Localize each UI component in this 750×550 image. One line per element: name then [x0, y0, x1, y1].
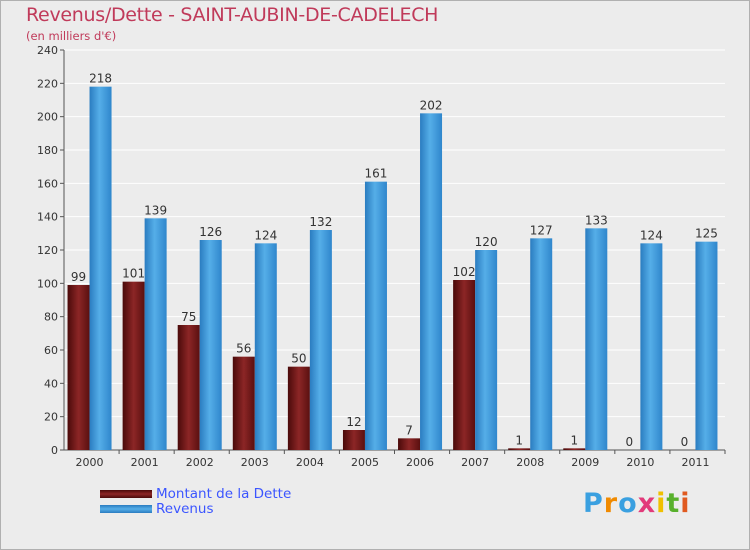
data-label-dette: 56: [236, 342, 251, 356]
x-tick-label: 2006: [406, 456, 434, 469]
bar-revenus: [309, 230, 332, 450]
bar-dette: [122, 281, 145, 450]
bar-dette: [67, 285, 90, 450]
data-label-dette: 101: [122, 267, 145, 281]
bar-revenus: [420, 113, 443, 450]
data-label-dette: 0: [681, 435, 689, 449]
data-label-dette: 12: [346, 415, 361, 429]
chart-subtitle: (en milliers d'€): [26, 29, 117, 43]
bar-dette: [398, 438, 421, 450]
logo-letter: r: [603, 488, 619, 519]
legend-swatch-dette: [100, 490, 152, 498]
x-tick-label: 2007: [461, 456, 489, 469]
data-label-dette: 7: [405, 423, 413, 437]
data-label-revenus: 125: [695, 227, 718, 241]
data-label-revenus: 126: [199, 225, 222, 239]
x-tick-label: 2001: [131, 456, 159, 469]
data-label-revenus: 124: [254, 228, 277, 242]
y-tick-label: 160: [37, 177, 58, 190]
data-label-revenus: 127: [530, 223, 553, 237]
x-tick-label: 2008: [516, 456, 544, 469]
data-label-revenus: 120: [475, 235, 498, 249]
bar-dette: [508, 448, 531, 450]
data-label-revenus: 132: [309, 215, 332, 229]
bar-dette: [177, 325, 200, 450]
x-tick-label: 2009: [571, 456, 599, 469]
bar-revenus: [364, 181, 387, 450]
y-tick-label: 120: [37, 244, 58, 257]
x-tick-label: 2000: [76, 456, 104, 469]
bar-dette: [453, 280, 476, 450]
data-label-revenus: 133: [585, 213, 608, 227]
bar-dette: [287, 366, 310, 450]
data-label-revenus: 202: [420, 98, 443, 112]
data-label-dette: 75: [181, 310, 196, 324]
logo-letter: o: [618, 488, 638, 519]
bar-revenus: [475, 250, 498, 450]
bar-revenus: [640, 243, 663, 450]
data-label-revenus: 218: [89, 72, 112, 86]
bar-revenus: [530, 238, 553, 450]
y-tick-label: 200: [37, 111, 58, 124]
y-tick-label: 80: [44, 311, 58, 324]
data-label-dette: 0: [626, 435, 634, 449]
bar-dette: [232, 356, 255, 450]
x-tick-label: 2011: [681, 456, 709, 469]
y-tick-label: 20: [44, 411, 58, 424]
data-label-dette: 1: [515, 433, 523, 447]
x-tick-label: 2004: [296, 456, 324, 469]
y-tick-label: 0: [51, 444, 58, 457]
data-label-dette: 102: [453, 265, 476, 279]
logo-letter: x: [637, 488, 657, 519]
bar-dette: [563, 448, 586, 450]
bar-revenus: [144, 218, 167, 450]
y-tick-label: 140: [37, 211, 58, 224]
data-label-revenus: 161: [365, 167, 388, 181]
x-tick-label: 2005: [351, 456, 379, 469]
data-label-revenus: 139: [144, 203, 167, 217]
y-tick-label: 180: [37, 144, 58, 157]
bar-revenus: [89, 86, 112, 451]
bar-revenus: [199, 240, 222, 450]
bar-revenus: [695, 241, 718, 450]
x-tick-label: 2010: [626, 456, 654, 469]
legend-label-dette: Montant de la Dette: [156, 486, 292, 502]
x-tick-label: 2003: [241, 456, 269, 469]
y-tick-label: 60: [44, 344, 58, 357]
logo-letter: i: [656, 488, 667, 519]
bar-dette: [342, 430, 365, 450]
y-tick-label: 100: [37, 277, 58, 290]
y-tick-label: 40: [44, 377, 58, 390]
logo-letter: t: [666, 488, 681, 519]
y-tick-label: 220: [37, 77, 58, 90]
logo-letter: P: [583, 488, 604, 519]
data-label-dette: 50: [291, 352, 306, 366]
legend-label-revenus: Revenus: [156, 501, 214, 517]
chart-title: Revenus/Dette - SAINT-AUBIN-DE-CADELECH: [26, 4, 439, 26]
data-label-dette: 99: [71, 270, 86, 284]
bar-revenus: [254, 243, 277, 450]
legend-swatch-revenus: [100, 505, 152, 513]
x-tick-label: 2002: [186, 456, 214, 469]
data-label-dette: 1: [570, 433, 578, 447]
y-tick-label: 240: [37, 44, 58, 57]
data-label-revenus: 124: [640, 228, 663, 242]
bar-revenus: [585, 228, 608, 450]
logo-letter: i: [680, 488, 691, 519]
